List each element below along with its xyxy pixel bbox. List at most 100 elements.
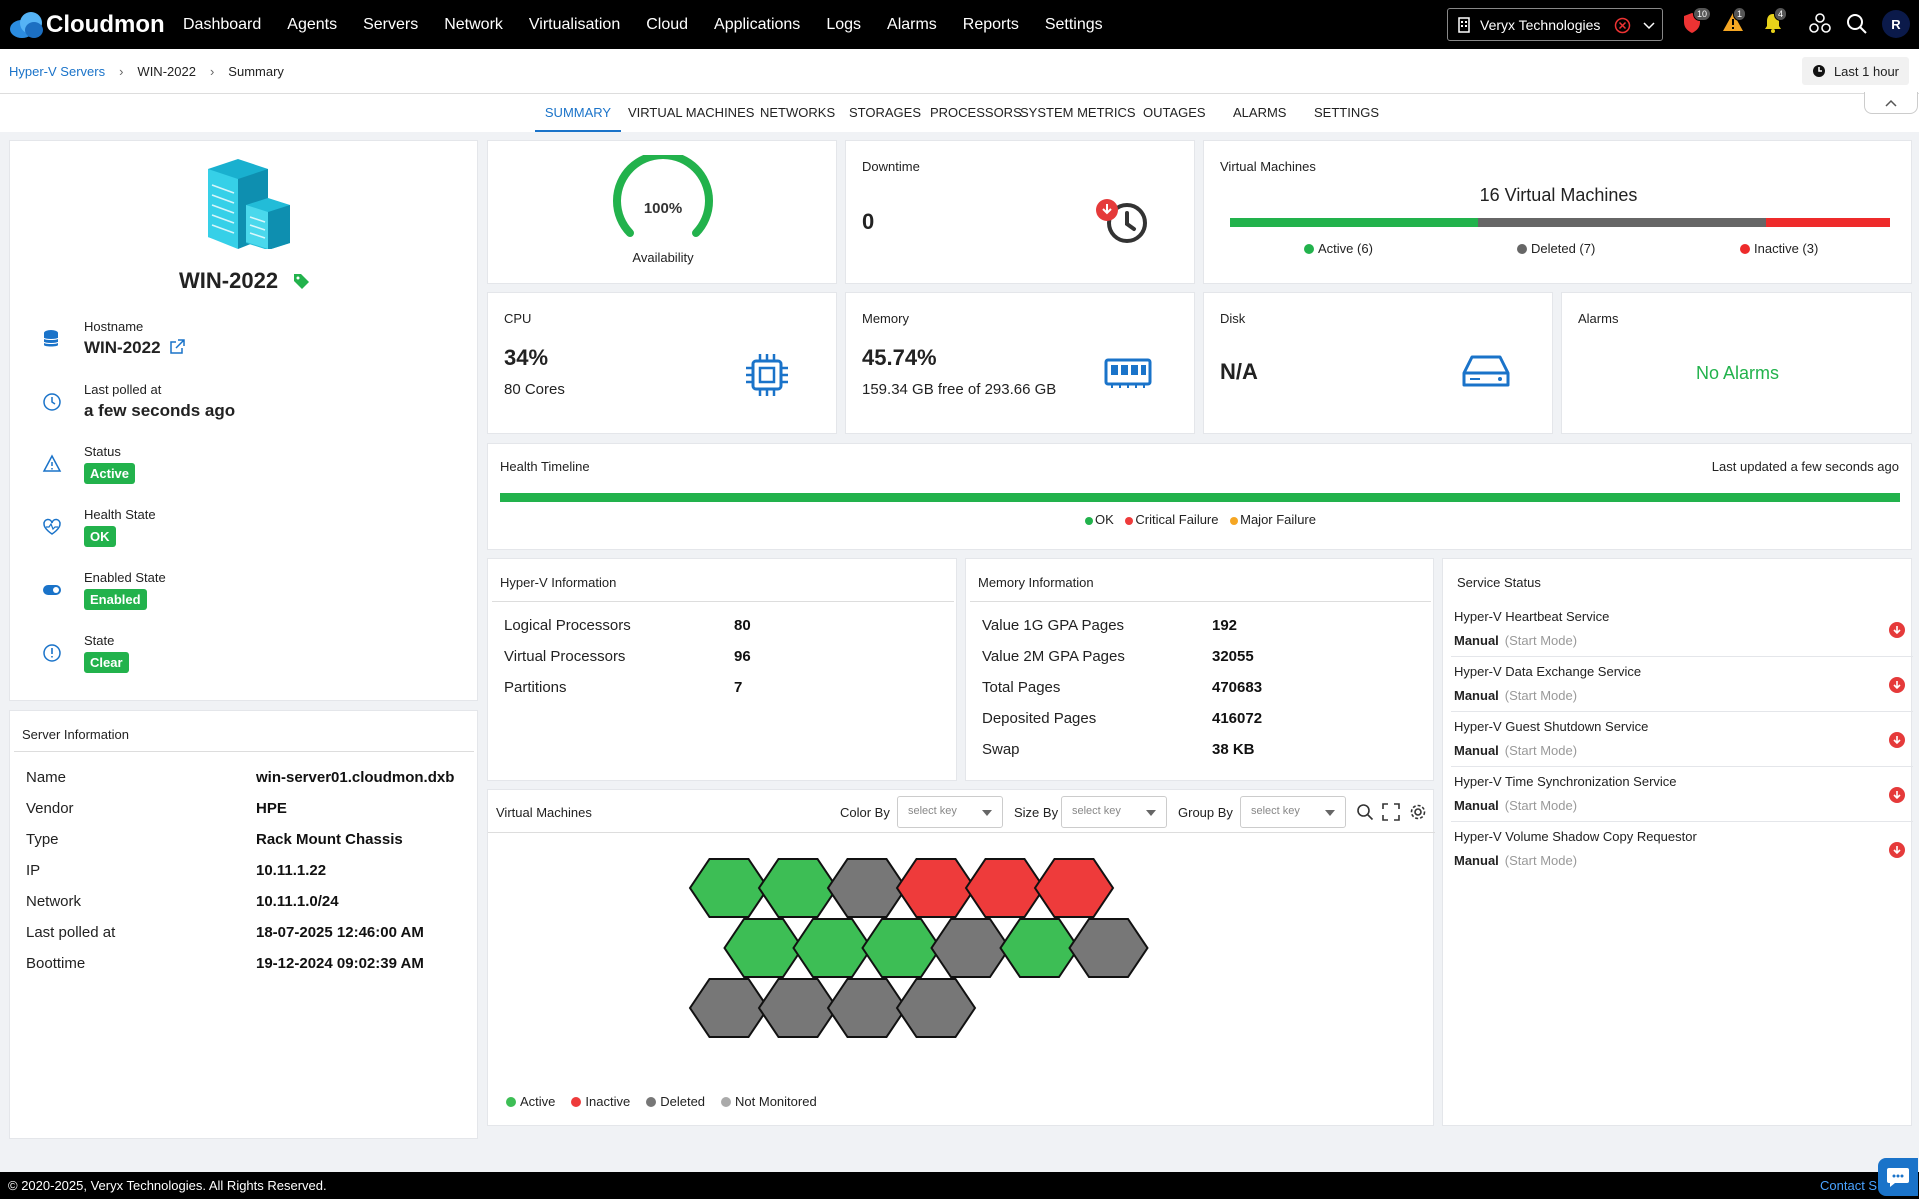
nav-virtualisation[interactable]: Virtualisation [528,15,621,33]
size-by-label: Size By [1014,805,1059,820]
group-by-placeholder: select key [1251,805,1300,817]
vm-hex-deleted[interactable] [826,858,908,918]
vm-hex-active[interactable] [861,918,942,978]
color-by-select[interactable]: select key [897,796,1003,828]
nav-applications[interactable]: Applications [714,15,801,33]
availability-value: 100% [643,200,683,217]
chevron-down-icon[interactable] [1642,18,1656,32]
user-avatar[interactable]: R [1882,10,1910,38]
vm-hex-inactive[interactable] [1033,858,1115,918]
tab-alarms[interactable]: ALARMS [1233,105,1287,120]
vm-bar-active [1230,218,1478,227]
hyperv-information-title: Hyper-V Information [500,575,617,590]
vm-hex-deleted[interactable] [826,978,908,1038]
gear-icon[interactable] [1409,803,1427,821]
security-alert-button[interactable]: 10 [1682,7,1712,37]
vm-hex-deleted[interactable] [930,918,1011,978]
vm-hex-active[interactable] [792,918,873,978]
chat-button[interactable] [1878,1158,1918,1196]
vm-hex-deleted[interactable] [895,978,977,1038]
server-information-title: Server Information [22,727,129,742]
vm-hex-deleted[interactable] [1068,918,1149,978]
fullscreen-icon[interactable] [1382,803,1400,821]
tab-summary[interactable]: SUMMARY [535,94,621,132]
breadcrumb-hyperv-servers[interactable]: Hyper-V Servers [9,63,106,79]
service-row[interactable]: Hyper-V Heartbeat Service Manual (Start M… [1451,602,1913,657]
tab-outages[interactable]: OUTAGES [1143,105,1206,120]
search-button[interactable] [1846,13,1868,38]
clear-icon[interactable] [1614,17,1631,34]
vm-hex-active[interactable] [757,858,839,918]
breadcrumb: Hyper-V Servers › WIN-2022 › Summary Las… [0,49,1919,94]
service-start-mode: Manual (Start Mode) [1454,798,1578,813]
tab-system-metrics[interactable]: SYSTEM METRICS [1020,105,1136,120]
contact-link[interactable]: Contact S [1820,1178,1878,1193]
nav-cloud[interactable]: Cloud [646,15,689,33]
health-timeline-card: Health Timeline Last updated a few secon… [487,443,1912,550]
nav-settings[interactable]: Settings [1044,15,1103,33]
disk-value: N/A [1220,359,1258,384]
vm-hex-active[interactable] [688,858,770,918]
collapse-button[interactable] [1864,92,1918,114]
service-down-icon [1889,732,1905,748]
notifications-button[interactable]: 4 [1763,7,1788,37]
service-row[interactable]: Hyper-V Guest Shutdown Service Manual (St… [1451,712,1913,767]
warning-alert-button[interactable]: 1 [1722,7,1747,35]
downtime-value: 0 [862,209,875,234]
time-range-label: Last 1 hour [1833,63,1899,79]
heart-pulse-icon [43,518,61,535]
warning-badge: 1 [1733,7,1747,21]
cloudmon-logo[interactable]: Cloudmon [0,10,170,40]
tag-icon[interactable] [292,272,310,290]
database-icon [43,329,59,346]
vm-bar-inactive [1766,218,1890,227]
caret-down-icon [1146,810,1156,816]
vm-hex-inactive[interactable] [964,858,1046,918]
vm-hex-deleted[interactable] [757,978,839,1038]
vm-hex-active[interactable] [723,918,804,978]
service-down-icon [1889,787,1905,803]
integrations-button[interactable] [1809,13,1831,38]
breadcrumb-server[interactable]: WIN-2022 [137,63,196,79]
size-by-select[interactable]: select key [1061,796,1167,828]
health-state-row: Health State OK [42,507,156,547]
vm-hex-active[interactable] [999,918,1080,978]
search-icon[interactable] [1356,803,1374,821]
vm-hex-inactive[interactable] [895,858,977,918]
chevron-right-icon: › [209,63,215,79]
last-polled-label: Last polled at [84,382,162,397]
time-range-button[interactable]: Last 1 hour [1801,57,1909,85]
status-label: Status [84,444,121,459]
external-link-icon[interactable] [169,339,186,355]
nav-dashboard[interactable]: Dashboard [183,15,262,33]
vm-inactive-legend: Inactive (3) [1740,241,1818,256]
health-timeline-bar[interactable] [500,493,1900,502]
group-by-select[interactable]: select key [1240,796,1346,828]
tab-virtual-machines[interactable]: VIRTUAL MACHINES [628,105,755,120]
alert-triangle-icon [42,454,62,472]
tab-networks[interactable]: NETWORKS [760,105,836,120]
organization-selector[interactable]: Veryx Technologies [1447,8,1663,41]
tab-processors[interactable]: PROCESSORS [930,105,1022,120]
service-row[interactable]: Hyper-V Time Synchronization Service Man… [1451,767,1913,822]
info-circle-icon [43,644,61,662]
enabled-state-label: Enabled State [84,570,166,585]
hostname-row: Hostname WIN-2022 [42,319,186,358]
vm-hex-deleted[interactable] [688,978,770,1038]
hard-drive-icon [1462,355,1510,387]
service-row[interactable]: Hyper-V Volume Shadow Copy Requestor Man… [1451,822,1913,877]
tab-storages[interactable]: STORAGES [849,105,922,120]
nav-alarms[interactable]: Alarms [887,15,937,33]
search-icon [1847,14,1867,34]
nav-servers[interactable]: Servers [363,15,419,33]
nav-logs[interactable]: Logs [826,15,862,33]
nav-agents[interactable]: Agents [287,15,338,33]
cloud-logo-icon [10,11,43,38]
service-row[interactable]: Hyper-V Data Exchange Service Manual (Sta… [1451,657,1913,712]
nav-network[interactable]: Network [444,15,503,33]
tab-settings[interactable]: SETTINGS [1314,105,1380,120]
disk-card: Disk N/A [1203,292,1553,434]
color-by-label: Color By [840,805,890,820]
vm-hex-map[interactable] [688,848,1208,1078]
nav-reports[interactable]: Reports [962,15,1019,33]
